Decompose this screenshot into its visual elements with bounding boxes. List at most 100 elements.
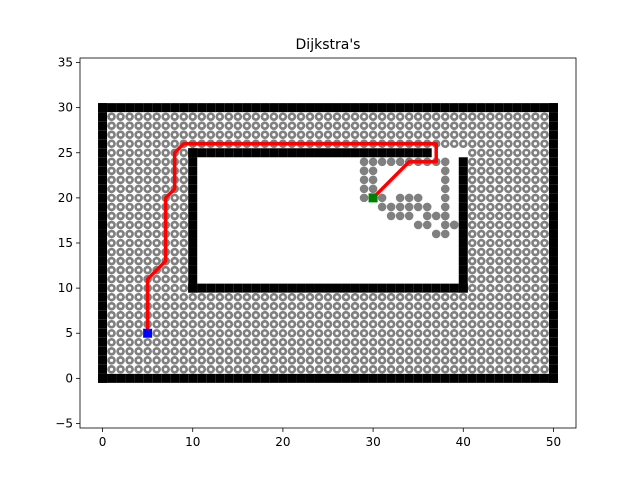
visited-node	[389, 331, 393, 335]
obstacle-node	[350, 148, 360, 158]
visited-node	[362, 115, 366, 119]
visited-node	[497, 115, 501, 119]
obstacle-node	[521, 373, 531, 383]
visited-node	[200, 304, 204, 308]
obstacle-node	[359, 148, 369, 158]
visited-node	[109, 169, 114, 173]
explored-node	[440, 193, 450, 203]
visited-node	[344, 322, 348, 326]
obstacle-node	[548, 337, 558, 347]
visited-node	[497, 313, 501, 317]
visited-node	[488, 295, 492, 299]
obstacle-node	[323, 103, 333, 113]
visited-node	[146, 187, 150, 191]
visited-node	[425, 340, 429, 344]
obstacle-node	[539, 103, 549, 113]
visited-node	[533, 232, 538, 236]
visited-node	[542, 223, 547, 227]
visited-node	[479, 349, 483, 353]
visited-node	[524, 322, 529, 326]
visited-node	[461, 304, 465, 308]
visited-node	[109, 268, 114, 272]
obstacle-node	[332, 283, 342, 293]
visited-node	[155, 367, 159, 371]
visited-node	[497, 241, 501, 245]
visited-node	[317, 124, 321, 128]
visited-node	[470, 169, 474, 173]
visited-node	[317, 304, 321, 308]
visited-node	[353, 304, 357, 308]
visited-node	[425, 295, 429, 299]
visited-node	[109, 331, 114, 335]
visited-node	[488, 178, 492, 182]
visited-node	[452, 124, 456, 128]
visited-node	[109, 286, 114, 290]
visited-node	[317, 322, 321, 326]
visited-node	[182, 124, 186, 128]
visited-node	[173, 223, 177, 227]
visited-node	[542, 340, 547, 344]
visited-node	[164, 349, 168, 353]
visited-node	[443, 124, 447, 128]
visited-node	[173, 214, 177, 218]
visited-node	[470, 259, 474, 263]
visited-node	[128, 151, 132, 155]
visited-node	[326, 358, 330, 362]
visited-node	[389, 133, 393, 137]
obstacle-node	[98, 112, 108, 122]
visited-node	[533, 250, 538, 254]
visited-node	[254, 367, 258, 371]
visited-node	[290, 304, 294, 308]
visited-node	[470, 151, 474, 155]
obstacle-node	[431, 283, 441, 293]
obstacle-node	[458, 184, 468, 194]
visited-node	[515, 313, 519, 317]
visited-node	[398, 313, 402, 317]
visited-node	[515, 286, 519, 290]
visited-node	[506, 358, 510, 362]
visited-node	[524, 268, 529, 272]
visited-node	[109, 241, 114, 245]
visited-node	[155, 322, 159, 326]
visited-node	[272, 349, 276, 353]
visited-node	[254, 133, 258, 137]
x-axis-ticks: 0 10 20 30 40 50	[99, 428, 561, 449]
visited-node	[164, 178, 168, 182]
visited-node	[128, 178, 132, 182]
visited-node	[281, 358, 285, 362]
explored-node	[431, 211, 441, 221]
visited-node	[515, 322, 519, 326]
visited-node	[533, 241, 538, 245]
obstacle-node	[413, 373, 423, 383]
visited-node	[227, 331, 231, 335]
visited-node	[506, 286, 510, 290]
obstacle-node	[197, 148, 207, 158]
visited-node	[533, 331, 538, 335]
obstacle-node	[548, 238, 558, 248]
visited-node	[542, 268, 547, 272]
obstacle-node	[296, 103, 306, 113]
visited-node	[407, 349, 411, 353]
obstacle-layer	[98, 103, 558, 383]
visited-node	[407, 124, 411, 128]
obstacle-node	[395, 283, 405, 293]
explored-node	[422, 202, 432, 212]
visited-node	[533, 268, 538, 272]
obstacle-node	[377, 148, 387, 158]
visited-node	[137, 223, 141, 227]
visited-node	[533, 286, 538, 290]
visited-node	[470, 232, 474, 236]
explored-node	[440, 166, 450, 176]
visited-node	[326, 313, 330, 317]
visited-node	[299, 115, 303, 119]
visited-node	[263, 349, 267, 353]
obstacle-node	[98, 346, 108, 356]
visited-node	[128, 205, 132, 209]
visited-node	[497, 286, 501, 290]
visited-node	[263, 313, 267, 317]
obstacle-node	[269, 373, 279, 383]
visited-node	[299, 340, 303, 344]
obstacle-node	[548, 121, 558, 131]
visited-node	[479, 295, 483, 299]
visited-node	[182, 196, 186, 200]
